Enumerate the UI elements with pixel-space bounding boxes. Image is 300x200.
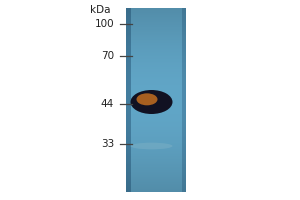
Text: 70: 70 (101, 51, 114, 61)
Bar (126, 8, 130, 192)
Ellipse shape (136, 93, 158, 105)
Bar (182, 8, 186, 192)
Text: 100: 100 (94, 19, 114, 29)
Text: 44: 44 (101, 99, 114, 109)
Text: 33: 33 (101, 139, 114, 149)
Text: kDa: kDa (90, 5, 110, 15)
Ellipse shape (130, 90, 172, 114)
Ellipse shape (130, 143, 172, 149)
